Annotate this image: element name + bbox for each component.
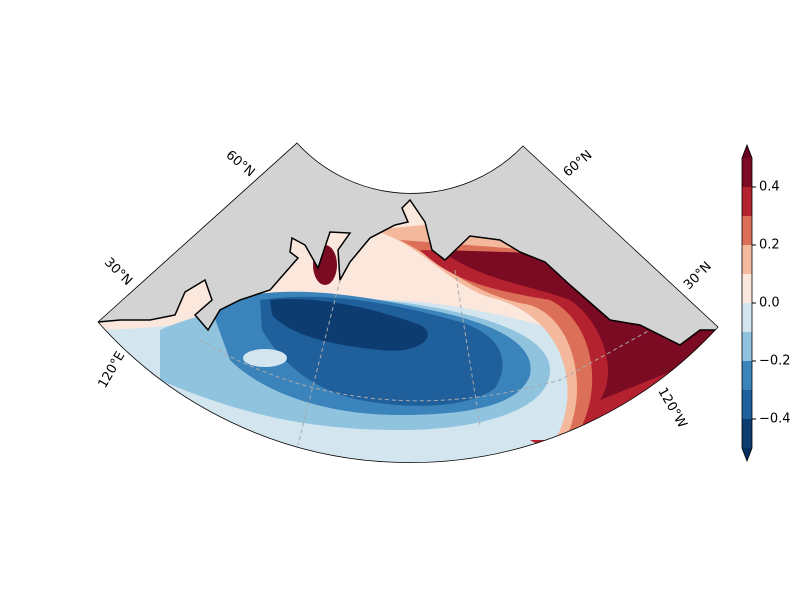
graticule bbox=[199, 269, 651, 446]
contour-field bbox=[98, 143, 718, 463]
contour-band bbox=[243, 349, 287, 367]
graticule-label: 60°N bbox=[223, 148, 258, 181]
colorbar-band bbox=[742, 158, 752, 187]
colorbar-band bbox=[742, 187, 752, 216]
graticule-line bbox=[199, 329, 651, 402]
graticule-label: 120°W bbox=[654, 385, 689, 431]
colorbar-band bbox=[742, 361, 752, 390]
colorbar-band bbox=[742, 332, 752, 361]
map-frame bbox=[97, 142, 719, 463]
colorbar-band bbox=[742, 419, 752, 448]
graticule-line bbox=[454, 269, 481, 426]
colorbar-tick-label: 0.0 bbox=[759, 296, 780, 311]
colorbar-tick-label: −0.2 bbox=[759, 354, 791, 369]
colorbar-band bbox=[742, 245, 752, 274]
colorbar-outline bbox=[741, 143, 753, 463]
colorbar-band bbox=[742, 303, 752, 332]
colorbar: −0.4 −0.2 0.0 0.2 0.4 bbox=[741, 143, 791, 463]
graticule-label: 60°N bbox=[561, 148, 596, 181]
graticule-label: 30°N bbox=[101, 255, 135, 289]
colorbar-extend-high bbox=[742, 145, 752, 158]
graticule-label: 30°N bbox=[681, 259, 715, 293]
graticule-line bbox=[297, 279, 341, 446]
colorbar-tick-label: 0.4 bbox=[759, 180, 780, 195]
colorbar-band bbox=[742, 216, 752, 245]
colorbar-tick-label: 0.2 bbox=[759, 238, 780, 253]
colorbar-extend-low bbox=[742, 448, 752, 461]
contour-band bbox=[270, 299, 428, 351]
colorbar-band bbox=[742, 390, 752, 419]
colorbar-band bbox=[742, 274, 752, 303]
colorbar-tick-label: −0.4 bbox=[759, 412, 791, 427]
graticule-label: 120°E bbox=[96, 349, 129, 391]
